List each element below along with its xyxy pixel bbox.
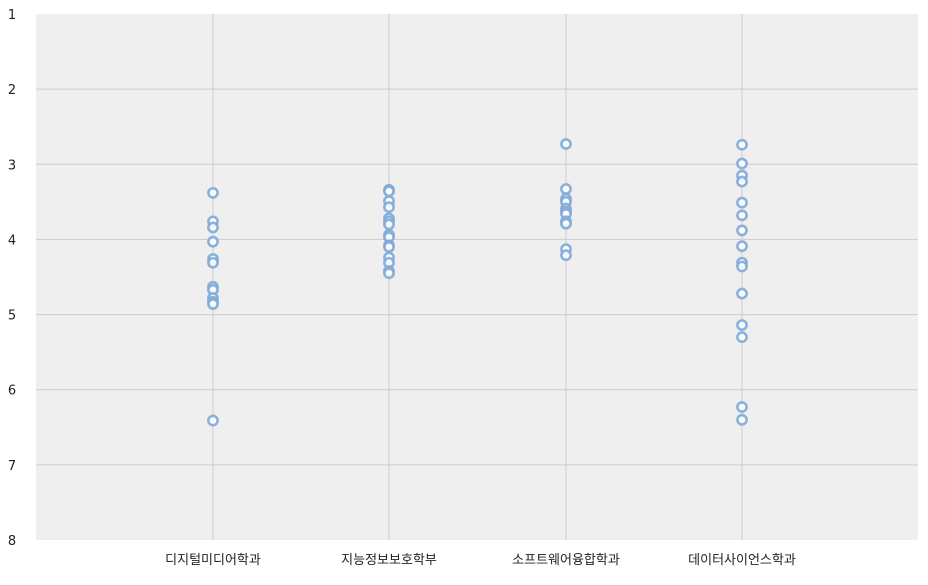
data-point: [736, 240, 748, 253]
data-point: [736, 209, 748, 222]
data-point: [736, 319, 748, 331]
data-point: [383, 185, 395, 198]
data-points: [207, 138, 748, 427]
data-point: [736, 413, 748, 426]
data-point: [383, 267, 395, 280]
data-point: [383, 201, 395, 214]
data-point: [736, 157, 748, 170]
y-tick-label: 5: [8, 309, 16, 324]
data-point: [207, 186, 219, 199]
data-point: [207, 235, 219, 248]
y-tick-label: 6: [8, 384, 16, 399]
data-point: [560, 217, 572, 230]
y-tick-label: 2: [8, 83, 16, 98]
data-point: [736, 401, 748, 413]
y-axis-tick-labels: 1 2 3 4 5 6 7 8: [8, 8, 16, 549]
data-point: [207, 298, 219, 310]
data-point: [736, 175, 748, 188]
x-axis-category-labels: 디지털미디어학과 지능정보보호학부 소프트웨어융합학과 데이터사이언스학과: [165, 553, 796, 568]
data-point: [736, 287, 748, 300]
data-point: [383, 218, 395, 231]
x-category-label: 디지털미디어학과: [165, 553, 261, 568]
data-point: [736, 260, 748, 273]
data-point: [736, 224, 748, 237]
data-point: [560, 249, 572, 262]
y-tick-label: 3: [8, 158, 16, 173]
x-category-label: 소프트웨어융합학과: [512, 553, 620, 568]
data-point: [560, 138, 572, 150]
x-category-label: 지능정보보호학부: [341, 553, 437, 568]
y-tick-label: 4: [8, 233, 16, 248]
data-point: [383, 241, 395, 253]
x-category-label: 데이터사이언스학과: [688, 553, 796, 568]
grid-lines: [36, 14, 918, 540]
data-point: [207, 256, 219, 269]
y-tick-label: 7: [8, 459, 16, 474]
data-point: [560, 183, 572, 195]
data-point: [207, 414, 219, 427]
data-point: [736, 138, 748, 151]
y-tick-label: 8: [8, 534, 16, 549]
data-point: [736, 331, 748, 344]
data-point: [736, 196, 748, 209]
plot-area: [36, 14, 918, 540]
y-tick-label: 1: [8, 8, 16, 23]
data-point: [207, 221, 219, 234]
